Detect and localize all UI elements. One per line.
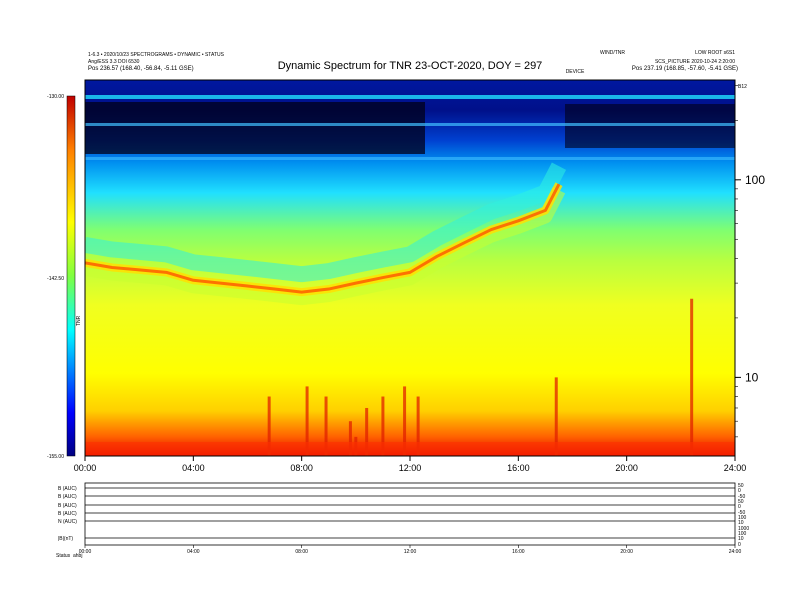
burst-layer [85,298,735,456]
colorbar-label: TNR [76,315,82,326]
time-axis: 00:00 04:00 08:00 12:00 16:00 20:00 24:00 [74,456,747,473]
y-tick-label: 10 [745,370,759,384]
burst-mark [267,396,271,456]
dark-band [85,102,425,154]
spectrogram [85,80,735,456]
header-right-marker: B12 [738,84,747,90]
cyan-line-1 [85,95,735,99]
cyan-line-3 [85,157,735,160]
panel-frame [84,482,736,546]
panel-right-tick: 50 [738,483,744,489]
y-tick-label: 100 [745,173,765,187]
chart-title: Dynamic Spectrum for TNR 23-OCT-2020, DO… [278,60,543,72]
ridge-core [85,183,561,294]
burst-mark [348,421,352,456]
colorbar-tick-mid: -142.50 [47,276,64,282]
header-right-pos: Pos 237.19 (168.85, -57.60, -5.41 GSE) [632,66,738,72]
bottom-tick-label: 24:00 [729,549,742,555]
bottom-tick-label: 04:00 [187,549,200,555]
x-tick-label: 00:00 [74,463,97,473]
top-marker: DEVICE [566,69,585,75]
panel-right-tick: 0 [738,504,741,510]
panel-right-tick: 1000 [738,526,749,532]
ridge-upper-halo [85,162,567,283]
panel-time-axis: 00:00 04:00 08:00 12:00 16:00 20:00 24:00 [79,545,742,555]
panel-right-tick: -50 [738,510,745,516]
bottom-tick-label: 08:00 [295,549,308,555]
x-tick-label: 24:00 [724,463,747,473]
colorbar [66,95,76,457]
header-right-line1: WIND/TNR [600,50,625,56]
burst-mark [690,298,694,456]
panel-right-tick: 0 [738,542,741,548]
panel-right-tick: 0 [738,488,741,494]
burst-mark [403,386,407,456]
panel-right-tick: -50 [738,494,745,500]
header-right-line3: SCS_PICTURE 2020-10-24 2:20:00 [655,59,735,65]
burst-mark [305,386,309,456]
burst-mark [416,396,420,456]
low-frequency-band [85,442,735,456]
status-code: ahbj [73,553,82,559]
panel-right-tick: 10 [738,520,744,526]
right-frequency-axis: 100 10 [735,85,765,438]
x-tick-label: 12:00 [399,463,422,473]
cyan-line-2 [85,123,735,126]
burst-mark [381,396,385,456]
status-label: Status [56,553,71,559]
panel-label: B (AUC) [58,503,77,509]
colorbar-tick-top: -130.00 [47,94,64,100]
bottom-tick-label: 00:00 [79,549,92,555]
parameter-panels: B (AUC) B (AUC) B (AUC) B (AUC) N (AUC) |B|(n… [58,483,749,548]
burst-mark [324,396,328,456]
panel-label: B (AUC) [58,486,77,492]
x-tick-label: 08:00 [290,463,313,473]
bottom-tick-label: 20:00 [620,549,633,555]
panel-right-tick: 100 [738,515,747,521]
header-right-line2: LOW ROOT s6S1 [695,50,735,56]
colorbar-tick-bottom: -155.00 [47,454,64,460]
panel-label: B (AUC) [58,511,77,517]
ridge-lower-halo [85,186,566,306]
panel-right-tick: 50 [738,499,744,505]
panel-right-tick: 100 [738,531,747,537]
panel-right-tick: 10 [738,536,744,542]
header-left-line1: 1-6.3 • 2020/10/23 SPECTROGRAMS • DYNAMI… [88,52,225,58]
emission-ridge-layer [85,162,567,306]
x-tick-label: 16:00 [507,463,530,473]
burst-mark [365,407,369,456]
header-left-line2: Ang/ESS 3.3 DOI 6530 [88,59,140,65]
bottom-tick-label: 16:00 [512,549,525,555]
burst-mark [554,377,558,456]
panel-label: B (AUC) [58,494,77,500]
x-tick-label: 20:00 [615,463,638,473]
panel-label: |B|(nT) [58,536,73,542]
x-tick-label: 04:00 [182,463,205,473]
header-left-pos: Pos 236.57 (168.40, -56.84, -5.11 GSE) [88,66,194,72]
panel-label: N (AUC) [58,519,77,525]
bottom-tick-label: 12:00 [404,549,417,555]
